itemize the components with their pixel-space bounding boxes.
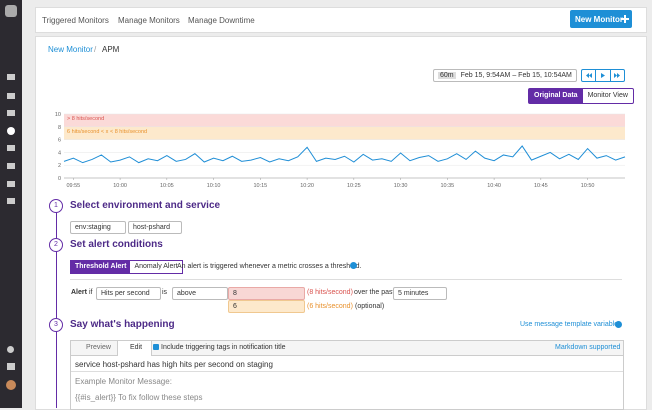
notification-title[interactable]: service host-pshard has high hits per se…: [75, 360, 273, 369]
template-link[interactable]: Use message template variables: [520, 321, 622, 328]
nav-tab[interactable]: Manage Downtime: [188, 16, 255, 25]
y-tick-label: 0: [58, 176, 61, 182]
step-line: [56, 206, 57, 408]
checkbox-label: Include triggering tags in notification …: [161, 344, 286, 351]
breadcrumb-link[interactable]: New Monitor: [48, 45, 93, 54]
new-monitor-button[interactable]: New Monitor: [570, 10, 632, 28]
markdown-link[interactable]: Markdown supported: [555, 344, 621, 351]
x-tick-label: 10:40: [487, 183, 501, 189]
nav-tab[interactable]: Triggered Monitors: [42, 16, 109, 25]
threshold-label: 6 hits/second < x < 8 hits/second: [67, 129, 147, 135]
time-label: Feb 15, 9:54AM – Feb 15, 10:54AM: [460, 72, 572, 79]
nav-icon[interactable]: [7, 110, 15, 116]
button-label: New Monitor: [575, 15, 623, 24]
threshold-label: > 8 hits/second: [67, 116, 104, 122]
step-title: Set alert conditions: [70, 239, 163, 250]
x-tick-label: 10:10: [207, 183, 221, 189]
avatar[interactable]: [6, 380, 16, 390]
y-tick-label: 6: [58, 138, 61, 144]
nav-icon[interactable]: [7, 145, 15, 151]
editor-tab-active[interactable]: [117, 341, 152, 356]
y-tick-label: 2: [58, 163, 61, 169]
x-tick-label: 10:15: [253, 183, 267, 189]
editor-tab[interactable]: Preview: [86, 344, 111, 351]
nav-icon[interactable]: [7, 163, 15, 169]
time-range: 60m: [438, 72, 456, 79]
y-tick-label: 8: [58, 125, 61, 131]
nav-icon[interactable]: [7, 181, 15, 187]
nav-tab[interactable]: Manage Monitors: [118, 16, 180, 25]
step-number: 1: [49, 199, 63, 213]
x-tick-label: 10:05: [160, 183, 174, 189]
sidebar: [0, 0, 22, 408]
step-number: 2: [49, 238, 63, 252]
alert-type[interactable]: Anomaly Alert: [134, 263, 178, 270]
nav-icon[interactable]: [7, 74, 15, 80]
x-tick-label: 10:25: [347, 183, 361, 189]
x-tick-label: 10:50: [581, 183, 595, 189]
divider: [71, 371, 623, 372]
line-series: [63, 145, 626, 164]
x-tick-label: 10:45: [534, 183, 548, 189]
next-button[interactable]: [611, 70, 624, 81]
y-tick-label: 4: [58, 150, 61, 156]
nav-icon[interactable]: [7, 346, 14, 353]
divider: [70, 279, 622, 280]
service-select[interactable]: host-pshard: [128, 221, 182, 234]
if-label: if: [89, 289, 93, 296]
warning-note: (6 hits/second): [307, 303, 353, 310]
x-tick-label: 10:20: [300, 183, 314, 189]
toggle-option[interactable]: Monitor View: [587, 92, 628, 99]
alert-type[interactable]: Threshold Alert: [71, 261, 131, 273]
editor-toolbar: [71, 341, 623, 356]
optional-label: (optional): [355, 303, 385, 310]
x-tick-label: 10:00: [113, 183, 127, 189]
breadcrumb-current: APM: [102, 45, 120, 54]
plus-icon: [621, 15, 629, 23]
nav-icon[interactable]: [7, 93, 15, 99]
editor-tab[interactable]: Edit: [130, 344, 143, 351]
metric-select[interactable]: Hits per second: [96, 287, 161, 300]
window-select[interactable]: 5 minutes: [393, 287, 447, 300]
chart: > 8 hits/second 6 hits/second < x < 8 hit…: [55, 112, 626, 189]
alert-description: An alert is triggered whenever a metric …: [177, 263, 362, 270]
alert-threshold-input[interactable]: 8: [228, 287, 305, 300]
alert-note: (8 hits/second): [307, 289, 353, 296]
message-body-line[interactable]: Example Monitor Message:: [75, 377, 172, 386]
x-tick-label: 10:35: [440, 183, 454, 189]
toggle-option[interactable]: Original Data: [529, 89, 583, 103]
help-icon[interactable]: [350, 262, 357, 269]
play-button[interactable]: [596, 70, 611, 81]
y-tick-label: 10: [55, 112, 61, 118]
alert-type-toggle: Threshold Alert Anomaly Alert: [70, 260, 183, 274]
view-toggle: Original Data Monitor View: [528, 88, 634, 104]
help-icon[interactable]: [615, 321, 622, 328]
x-tick-label: 09:55: [66, 183, 80, 189]
nav-icon[interactable]: [7, 127, 15, 135]
is-label: is: [162, 289, 168, 296]
time-picker[interactable]: 60m Feb 15, 9:54AM – Feb 15, 10:54AM: [433, 69, 577, 82]
env-select[interactable]: env:staging: [70, 221, 126, 234]
prev-button[interactable]: [582, 70, 597, 81]
logo[interactable]: [5, 5, 17, 17]
message-body-line[interactable]: {{#is_alert}} To fix follow these steps: [75, 393, 203, 402]
x-tick-label: 10:30: [394, 183, 408, 189]
threshold-band: [64, 114, 625, 127]
threshold-band: [64, 126, 625, 140]
step-title: Select environment and service: [70, 200, 221, 211]
breadcrumb-separator: /: [94, 45, 97, 54]
step-number: 3: [49, 318, 63, 332]
nav-icon[interactable]: [7, 363, 15, 370]
comparator-select[interactable]: above: [172, 287, 228, 300]
step-title: Say what's happening: [70, 319, 175, 330]
time-nav: [581, 69, 625, 82]
warning-threshold-input[interactable]: 6: [228, 300, 305, 313]
checkbox[interactable]: [153, 344, 159, 350]
over-label: over the past: [354, 289, 395, 296]
nav-icon[interactable]: [7, 198, 15, 204]
top-nav: Triggered Monitors Manage Monitors Manag…: [35, 7, 647, 33]
alert-label: Alert: [71, 289, 87, 296]
